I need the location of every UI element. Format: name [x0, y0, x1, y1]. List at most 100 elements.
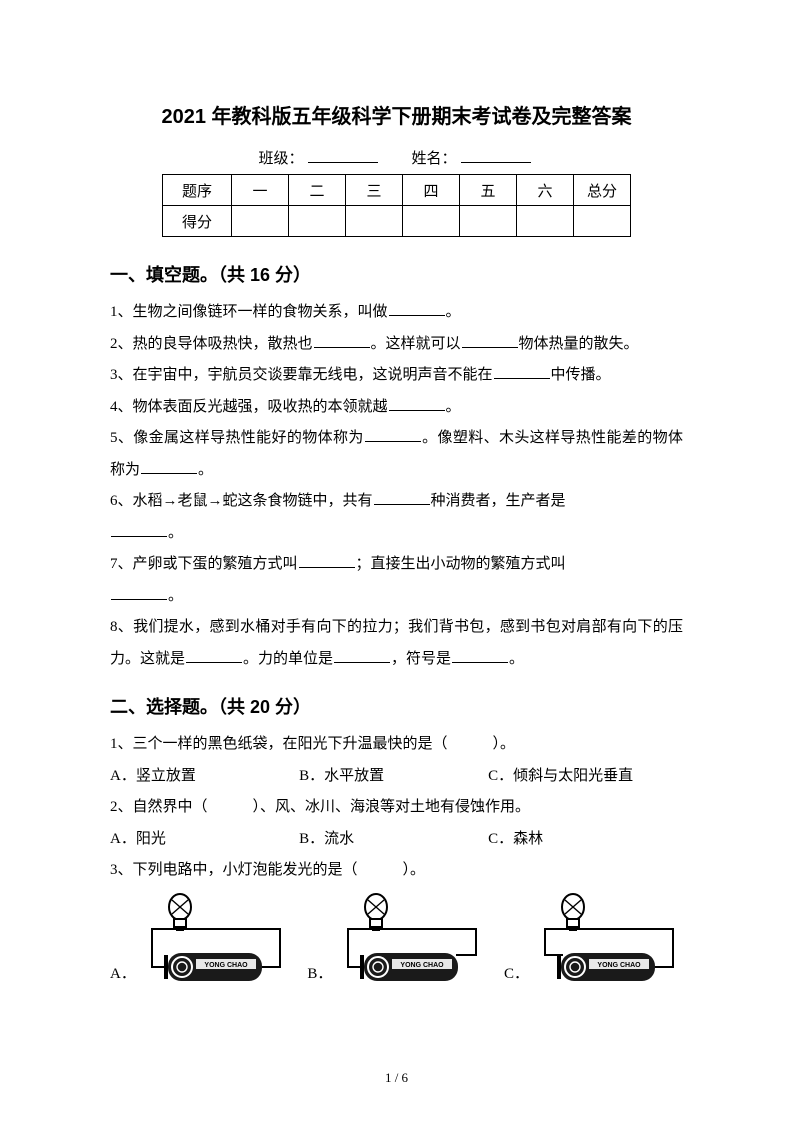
score-blank[interactable]	[460, 206, 517, 237]
score-blank[interactable]	[289, 206, 346, 237]
table-cell: 一	[232, 175, 289, 206]
option-b[interactable]: B．水平放置	[299, 761, 488, 793]
q-text: 6、水稻→老鼠→蛇这条食物链中，共有	[110, 493, 373, 509]
answer-blank[interactable]	[314, 332, 370, 348]
table-cell: 总分	[574, 175, 631, 206]
table-cell: 题序	[163, 175, 232, 206]
question-3: 3、在宇宙中，宇航员交谈要靠无线电，这说明声音不能在 中传播。	[110, 360, 683, 392]
q-text: 种消费者，生产者是	[431, 493, 566, 509]
circuit-options: A． YONG CHAO	[110, 893, 683, 983]
score-blank[interactable]	[403, 206, 460, 237]
class-label: 班级：	[258, 151, 303, 167]
score-blank[interactable]	[232, 206, 289, 237]
q-text: 4、物体表面反光越强，吸收热的本领就越	[110, 399, 388, 415]
answer-blank[interactable]	[365, 426, 421, 442]
q-text: 5、像金属这样导热性能好的物体称为	[110, 430, 364, 446]
q-text: ，符号是	[391, 651, 451, 667]
circuit-diagram-icon: YONG CHAO	[336, 893, 486, 983]
svg-text:YONG CHAO: YONG CHAO	[597, 962, 641, 969]
table-cell: 得分	[163, 206, 232, 237]
table-cell: 四	[403, 175, 460, 206]
answer-blank[interactable]	[389, 300, 445, 316]
q-text: 2、热的良导体吸热快，散热也	[110, 336, 313, 352]
option-b[interactable]: B．流水	[299, 824, 488, 856]
circuit-diagram-icon: YONG CHAO	[140, 893, 290, 983]
answer-blank[interactable]	[494, 363, 550, 379]
answer-blank[interactable]	[141, 458, 197, 474]
bulb-icon	[169, 894, 191, 931]
table-cell: 五	[460, 175, 517, 206]
q-text: 1、生物之间像链环一样的食物关系，叫做	[110, 304, 388, 320]
score-blank[interactable]	[346, 206, 403, 237]
answer-blank[interactable]	[462, 332, 518, 348]
bulb-icon	[365, 894, 387, 931]
option-label: C．	[504, 962, 529, 983]
circuit-option-c[interactable]: C． YONG CHAO	[504, 893, 683, 983]
section-2-heading: 二、选择题。（共 20 分）	[110, 693, 683, 719]
answer-blank[interactable]	[111, 584, 167, 600]
option-c[interactable]: C．倾斜与太阳光垂直	[488, 761, 677, 793]
question-8: 8、我们提水，感到水桶对手有向下的拉力；我们背书包，感到书包对肩部有向下的压力。…	[110, 612, 683, 675]
section-1-heading: 一、填空题。（共 16 分）	[110, 261, 683, 287]
mc-options-2: A．阳光 B．流水 C．森林	[110, 824, 683, 856]
answer-blank[interactable]	[452, 647, 508, 663]
q-text: 。这样就可以	[371, 336, 461, 352]
question-2: 2、热的良导体吸热快，散热也 。这样就可以 物体热量的散失。	[110, 329, 683, 361]
q-text: 。	[446, 304, 461, 320]
question-7: 7、产卵或下蛋的繁殖方式叫 ；直接生出小动物的繁殖方式叫。	[110, 549, 683, 612]
option-label: A．	[110, 962, 136, 983]
score-blank[interactable]	[574, 206, 631, 237]
svg-text:YONG CHAO: YONG CHAO	[401, 962, 445, 969]
question-4: 4、物体表面反光越强，吸收热的本领就越 。	[110, 392, 683, 424]
q-text: 3、在宇宙中，宇航员交谈要靠无线电，这说明声音不能在	[110, 367, 493, 383]
question-6: 6、水稻→老鼠→蛇这条食物链中，共有 种消费者，生产者是。	[110, 486, 683, 549]
mc-question-1: 1、三个一样的黑色纸袋，在阳光下升温最快的是（ ）。	[110, 729, 683, 761]
mc-question-3: 3、下列电路中，小灯泡能发光的是（ ）。	[110, 855, 683, 887]
answer-blank[interactable]	[186, 647, 242, 663]
answer-blank[interactable]	[111, 521, 167, 537]
q-text: 。力的单位是	[243, 651, 333, 667]
table-row: 得分	[163, 206, 631, 237]
mc-options-1: A．竖立放置 B．水平放置 C．倾斜与太阳光垂直	[110, 761, 683, 793]
name-blank[interactable]	[461, 147, 531, 163]
circuit-diagram-icon: YONG CHAO	[533, 893, 683, 983]
table-cell: 三	[346, 175, 403, 206]
q-text: 。	[168, 588, 183, 604]
option-a[interactable]: A．竖立放置	[110, 761, 299, 793]
name-label: 姓名：	[412, 151, 457, 167]
question-1: 1、生物之间像链环一样的食物关系，叫做 。	[110, 297, 683, 329]
student-info-line: 班级： 姓名：	[110, 147, 683, 168]
question-5: 5、像金属这样导热性能好的物体称为。像塑料、木头这样导热性能差的物体称为。	[110, 423, 683, 486]
battery-icon: YONG CHAO	[360, 953, 458, 981]
battery-icon: YONG CHAO	[557, 953, 655, 981]
option-a[interactable]: A．阳光	[110, 824, 299, 856]
table-cell: 二	[289, 175, 346, 206]
answer-blank[interactable]	[334, 647, 390, 663]
class-blank[interactable]	[308, 147, 378, 163]
bulb-icon	[562, 894, 584, 931]
q-text: ；直接生出小动物的繁殖方式叫	[356, 556, 566, 572]
q-text: 。	[168, 525, 183, 541]
answer-blank[interactable]	[374, 489, 430, 505]
answer-blank[interactable]	[299, 552, 355, 568]
mc-question-2: 2、自然界中（ ）、风、冰川、海浪等对土地有侵蚀作用。	[110, 792, 683, 824]
table-row: 题序 一 二 三 四 五 六 总分	[163, 175, 631, 206]
circuit-option-a[interactable]: A． YONG CHAO	[110, 893, 290, 983]
page-title: 2021 年教科版五年级科学下册期末考试卷及完整答案	[110, 100, 683, 129]
q-text: 。	[446, 399, 461, 415]
q-text: 。	[509, 651, 524, 667]
option-c[interactable]: C．森林	[488, 824, 677, 856]
q-text: 中传播。	[551, 367, 611, 383]
score-blank[interactable]	[517, 206, 574, 237]
q-text: 物体热量的散失。	[519, 336, 639, 352]
option-label: B．	[307, 962, 332, 983]
svg-text:YONG CHAO: YONG CHAO	[204, 962, 248, 969]
q-text: 。	[198, 462, 213, 478]
exam-page: 2021 年教科版五年级科学下册期末考试卷及完整答案 班级： 姓名： 题序 一 …	[0, 0, 793, 1122]
circuit-option-b[interactable]: B． YONG CHAO	[307, 893, 486, 983]
page-number: 1 / 6	[0, 1070, 793, 1086]
table-cell: 六	[517, 175, 574, 206]
score-table: 题序 一 二 三 四 五 六 总分 得分	[162, 174, 631, 237]
q-text: 7、产卵或下蛋的繁殖方式叫	[110, 556, 298, 572]
answer-blank[interactable]	[389, 395, 445, 411]
